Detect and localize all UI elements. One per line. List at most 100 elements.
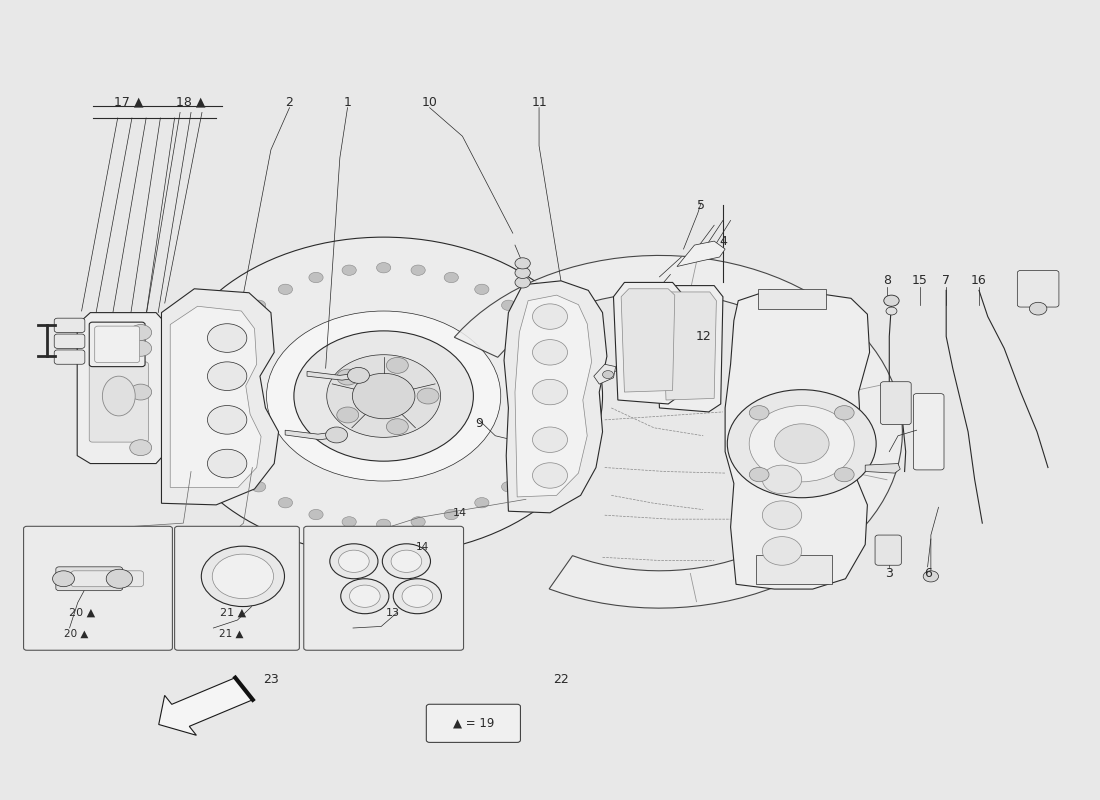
Circle shape xyxy=(337,369,359,385)
Circle shape xyxy=(208,450,246,478)
Text: 5: 5 xyxy=(697,199,705,212)
Circle shape xyxy=(326,427,348,443)
Polygon shape xyxy=(656,286,723,412)
Circle shape xyxy=(532,304,568,330)
Circle shape xyxy=(230,319,244,330)
Circle shape xyxy=(411,265,426,275)
Text: 22: 22 xyxy=(553,673,569,686)
Circle shape xyxy=(204,366,218,376)
Circle shape xyxy=(252,300,266,310)
Circle shape xyxy=(475,284,490,294)
Text: 10: 10 xyxy=(421,95,438,109)
FancyBboxPatch shape xyxy=(304,526,463,650)
Circle shape xyxy=(923,571,938,582)
Circle shape xyxy=(342,265,356,275)
Circle shape xyxy=(532,340,568,365)
Circle shape xyxy=(762,537,802,566)
Circle shape xyxy=(208,406,246,434)
Circle shape xyxy=(411,517,426,527)
Circle shape xyxy=(515,277,530,288)
Circle shape xyxy=(532,427,568,453)
Circle shape xyxy=(376,262,390,273)
Polygon shape xyxy=(307,371,359,380)
Text: 12: 12 xyxy=(695,330,711,343)
Circle shape xyxy=(200,391,214,401)
Text: 8: 8 xyxy=(883,274,891,287)
Circle shape xyxy=(213,342,228,352)
Text: ▲ = 19: ▲ = 19 xyxy=(453,717,494,730)
Text: 21 ▲: 21 ▲ xyxy=(219,629,243,638)
Text: 14: 14 xyxy=(453,508,468,518)
Text: 11: 11 xyxy=(531,95,547,109)
Circle shape xyxy=(309,272,323,282)
Circle shape xyxy=(835,406,854,420)
Circle shape xyxy=(502,482,516,492)
Circle shape xyxy=(230,462,244,473)
Circle shape xyxy=(475,498,490,508)
Text: 15: 15 xyxy=(912,274,928,287)
Text: 18 ▲: 18 ▲ xyxy=(176,95,206,109)
Circle shape xyxy=(502,300,516,310)
Circle shape xyxy=(749,406,855,482)
Circle shape xyxy=(553,391,568,401)
Circle shape xyxy=(266,311,500,481)
Text: 20 ▲: 20 ▲ xyxy=(68,608,95,618)
Text: 4: 4 xyxy=(719,234,727,248)
FancyBboxPatch shape xyxy=(56,567,122,590)
Text: 17 ▲: 17 ▲ xyxy=(114,95,143,109)
Circle shape xyxy=(130,440,152,456)
Circle shape xyxy=(540,440,554,450)
Polygon shape xyxy=(725,290,870,589)
FancyBboxPatch shape xyxy=(427,704,520,742)
Polygon shape xyxy=(158,678,253,735)
Circle shape xyxy=(327,354,441,438)
Polygon shape xyxy=(614,282,681,404)
FancyBboxPatch shape xyxy=(89,362,148,442)
Polygon shape xyxy=(866,463,900,473)
Circle shape xyxy=(749,467,769,482)
Circle shape xyxy=(204,416,218,426)
Circle shape xyxy=(53,571,75,586)
Circle shape xyxy=(762,501,802,530)
Circle shape xyxy=(392,550,421,572)
Text: 13: 13 xyxy=(385,608,399,618)
Circle shape xyxy=(540,342,554,352)
Circle shape xyxy=(524,462,538,473)
Circle shape xyxy=(278,284,293,294)
Circle shape xyxy=(886,307,896,315)
FancyBboxPatch shape xyxy=(913,394,944,470)
Circle shape xyxy=(386,358,408,374)
Circle shape xyxy=(532,462,568,488)
Circle shape xyxy=(444,272,459,282)
Circle shape xyxy=(130,384,152,400)
Circle shape xyxy=(835,467,854,482)
Polygon shape xyxy=(621,289,674,392)
Circle shape xyxy=(165,237,603,555)
Polygon shape xyxy=(162,289,278,505)
FancyBboxPatch shape xyxy=(54,334,85,348)
Circle shape xyxy=(252,482,266,492)
Text: 23: 23 xyxy=(263,673,278,686)
FancyBboxPatch shape xyxy=(54,350,85,364)
Text: 6: 6 xyxy=(924,566,932,580)
Circle shape xyxy=(278,498,293,508)
FancyBboxPatch shape xyxy=(1018,270,1059,307)
FancyBboxPatch shape xyxy=(89,322,145,366)
Circle shape xyxy=(342,517,356,527)
Polygon shape xyxy=(594,364,616,384)
Polygon shape xyxy=(515,295,592,497)
Polygon shape xyxy=(504,281,607,513)
Polygon shape xyxy=(285,430,337,440)
Circle shape xyxy=(417,388,439,404)
Circle shape xyxy=(352,374,415,418)
Text: 7: 7 xyxy=(943,274,950,287)
Circle shape xyxy=(774,424,829,463)
Circle shape xyxy=(348,367,370,383)
Circle shape xyxy=(515,267,530,278)
Text: 2: 2 xyxy=(286,95,294,109)
Circle shape xyxy=(603,370,614,378)
Circle shape xyxy=(386,418,408,434)
Circle shape xyxy=(762,465,802,494)
Circle shape xyxy=(309,510,323,520)
FancyBboxPatch shape xyxy=(23,526,173,650)
